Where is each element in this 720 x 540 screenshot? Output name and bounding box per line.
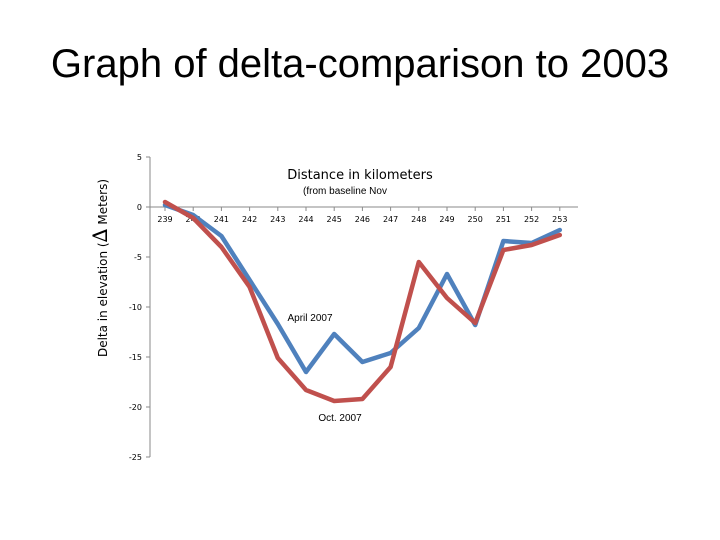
y-tick-label: 5: [137, 153, 142, 162]
oct-2007-series-line: [162, 199, 563, 404]
y-tick-label: -15: [129, 353, 142, 362]
april-2007-series-line: [162, 202, 563, 375]
x-tick-label: 249: [439, 215, 454, 224]
chart-subtitle: (from baseline Nov: [303, 186, 387, 197]
x-tick-label: 242: [242, 215, 257, 224]
x-tick-label: 246: [355, 215, 370, 224]
y-tick-label: -25: [129, 453, 142, 462]
series-lines: [162, 199, 563, 404]
annotation-oct-2007: Oct. 2007: [318, 413, 362, 424]
x-tick-label: 243: [270, 215, 285, 224]
chart-axes: [146, 156, 578, 458]
x-tick-label: 241: [214, 215, 229, 224]
y-axis-label: Delta in elevation (∆ Meters): [88, 179, 112, 357]
y-tick-label: 0: [137, 203, 142, 212]
x-tick-label: 239: [157, 215, 172, 224]
x-tick-label: 251: [496, 215, 511, 224]
x-tick-labels: 239 240 241 242 243 244 245 246 247 248 249 250 251 2…: [157, 215, 567, 224]
x-tick-label: 247: [383, 215, 398, 224]
slide-title: Graph of delta-comparison to 2003: [50, 42, 670, 86]
y-axis-label-suffix: Meters): [96, 179, 110, 229]
x-tick-label: 244: [298, 215, 313, 224]
chart-title: Distance in kilometers: [287, 168, 433, 183]
x-tick-label: 253: [552, 215, 567, 224]
y-tick-label: -20: [129, 403, 142, 412]
x-tick-label: 248: [411, 215, 426, 224]
delta-symbol: ∆: [88, 228, 112, 242]
y-tick-label: -5: [134, 253, 142, 262]
x-tick-label: 245: [327, 215, 342, 224]
annotation-april-2007: April 2007: [287, 313, 332, 324]
x-tick-label: 250: [468, 215, 483, 224]
x-tick-label: 252: [524, 215, 539, 224]
y-tick-labels: 5 0 -5 -10 -15 -20 -25: [129, 153, 142, 462]
y-axis-label-prefix: Delta in elevation (: [96, 242, 110, 357]
y-tick-label: -10: [129, 303, 142, 312]
